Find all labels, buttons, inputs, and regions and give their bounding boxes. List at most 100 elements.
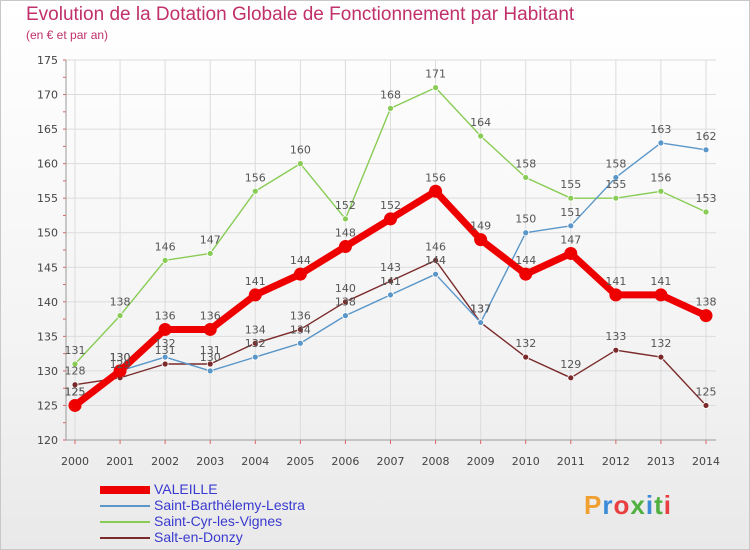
data-point — [432, 256, 439, 264]
data-point — [477, 319, 485, 326]
data-point — [654, 288, 668, 302]
data-point — [71, 360, 79, 368]
y-tick-label: 130 — [37, 365, 58, 378]
data-point — [71, 381, 79, 389]
data-point — [387, 291, 394, 299]
proxiti-logo: Proxiti — [584, 490, 672, 521]
data-point — [567, 374, 575, 382]
logo-letter: P — [584, 490, 603, 520]
data-label: 152 — [335, 199, 356, 212]
data-point — [387, 277, 394, 285]
data-point — [161, 353, 169, 361]
data-label: 141 — [380, 275, 401, 288]
data-point — [702, 146, 710, 154]
data-point — [251, 353, 259, 361]
y-tick-label: 170 — [37, 89, 58, 102]
data-point — [251, 339, 259, 347]
data-label: 138 — [335, 296, 356, 309]
data-label: 143 — [380, 261, 401, 274]
x-tick-label: 2002 — [151, 455, 179, 468]
data-label: 144 — [290, 254, 311, 267]
data-point — [296, 326, 304, 333]
data-point — [432, 270, 439, 278]
data-label: 152 — [380, 199, 401, 212]
data-label: 137 — [470, 303, 491, 316]
data-label: 151 — [560, 206, 581, 219]
data-point — [342, 298, 349, 306]
data-point — [206, 360, 214, 368]
logo-letter: x — [630, 490, 646, 520]
data-label: 156 — [425, 171, 446, 184]
x-tick-label: 2013 — [647, 455, 675, 468]
data-label: 158 — [515, 157, 536, 170]
data-label: 131 — [65, 344, 86, 357]
data-label: 155 — [560, 178, 581, 191]
legend-swatch — [100, 486, 150, 494]
data-label: 134 — [290, 323, 311, 336]
data-label: 171 — [425, 68, 446, 81]
data-label: 144 — [425, 254, 446, 267]
data-point — [702, 208, 710, 216]
data-label: 150 — [515, 213, 536, 226]
data-label: 146 — [155, 240, 176, 253]
data-point — [387, 104, 394, 112]
legend-label: Saint-Cyr-les-Vignes — [154, 513, 283, 529]
data-label: 163 — [650, 123, 671, 136]
data-point — [429, 184, 443, 198]
y-tick-label: 155 — [37, 192, 58, 205]
logo-letter: r — [602, 490, 614, 520]
data-label: 125 — [696, 385, 717, 398]
data-point — [342, 215, 349, 223]
data-label: 147 — [560, 233, 581, 246]
x-tick-label: 2012 — [602, 455, 630, 468]
data-point — [384, 212, 397, 226]
y-tick-label: 145 — [37, 261, 58, 274]
y-tick-label: 120 — [37, 434, 58, 447]
data-point — [657, 139, 665, 147]
data-point — [477, 132, 485, 140]
data-point — [338, 240, 352, 254]
legend-swatch — [100, 537, 150, 539]
x-tick-label: 2005 — [286, 455, 314, 468]
axes: 120 125 130 135 140 145 150 155 160 165 170 175 2000… — [37, 54, 720, 468]
data-point — [251, 187, 259, 195]
data-label: 132 — [245, 337, 266, 350]
data-label: 147 — [200, 233, 221, 246]
legend-label: VALEILLE — [154, 481, 218, 497]
data-point — [206, 367, 214, 375]
y-tick-label: 160 — [37, 158, 58, 171]
x-tick-label: 2006 — [331, 455, 359, 468]
y-tick-label: 135 — [37, 330, 58, 343]
data-label: 129 — [560, 358, 581, 371]
data-point — [296, 160, 304, 168]
data-label: 133 — [605, 330, 626, 343]
x-tick-label: 2004 — [241, 455, 269, 468]
data-label: 130 — [200, 351, 221, 364]
data-label: 131 — [200, 344, 221, 357]
data-point — [113, 364, 127, 378]
data-point — [161, 360, 169, 368]
data-label: 164 — [470, 116, 491, 129]
x-tick-label: 2011 — [557, 455, 585, 468]
data-label: 132 — [515, 337, 536, 350]
data-label: 146 — [425, 240, 446, 253]
x-tick-label: 2008 — [422, 455, 450, 468]
y-tick-label: 175 — [37, 54, 58, 67]
data-point — [567, 194, 575, 202]
data-label: 130 — [110, 351, 131, 364]
data-point — [702, 402, 710, 409]
data-label: 128 — [65, 365, 86, 378]
data-label: 141 — [245, 275, 266, 288]
data-point — [612, 174, 620, 181]
data-point — [564, 246, 578, 260]
data-point — [522, 174, 530, 181]
legend-swatch — [100, 505, 150, 507]
grid-lines — [66, 59, 716, 441]
data-point — [609, 288, 623, 302]
data-point — [68, 398, 82, 412]
x-tick-label: 2007 — [377, 455, 405, 468]
data-label: 144 — [515, 254, 536, 267]
